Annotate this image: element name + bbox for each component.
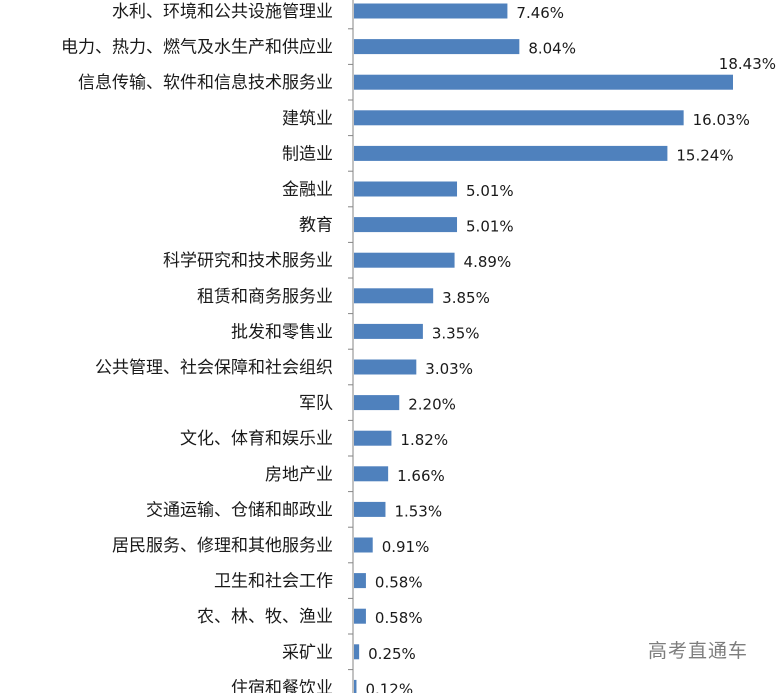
category-label: 建筑业: [282, 109, 333, 129]
category-label: 水利、环境和公共设施管理业: [112, 2, 333, 22]
bar: [354, 644, 360, 660]
bar: [354, 145, 668, 161]
bar: [354, 288, 434, 304]
category-label: 公共管理、社会保障和社会组织: [95, 358, 333, 378]
category-label: 采矿业: [282, 643, 333, 663]
value-label: 1.53%: [394, 502, 442, 520]
value-label: 0.58%: [375, 609, 423, 627]
bar: [354, 501, 386, 517]
bar: [354, 252, 455, 268]
value-label: 3.85%: [442, 289, 490, 307]
bar: [354, 110, 684, 126]
bar: [354, 430, 392, 446]
value-label: 0.58%: [375, 574, 423, 592]
value-label: 0.25%: [368, 645, 416, 663]
category-label: 居民服务、修理和其他服务业: [112, 536, 333, 556]
value-label: 1.66%: [397, 467, 445, 485]
category-label: 卫生和社会工作: [214, 572, 333, 592]
bar: [354, 323, 423, 339]
category-label: 军队: [299, 394, 333, 414]
value-label: 5.01%: [466, 182, 514, 200]
category-label: 农、林、牧、渔业: [197, 607, 333, 627]
watermark-text: 高考直通车: [647, 640, 748, 662]
value-label: 15.24%: [676, 146, 733, 164]
category-label: 电力、热力、燃气及水生产和供应业: [61, 38, 333, 58]
value-label: 18.43%: [719, 55, 776, 73]
value-label: 3.03%: [425, 360, 473, 378]
bar: [354, 217, 458, 233]
bar: [354, 181, 458, 197]
category-label: 住宿和餐饮业: [231, 678, 333, 693]
value-label: 4.89%: [464, 253, 512, 271]
category-label: 房地产业: [265, 465, 333, 485]
value-label: 16.03%: [693, 111, 750, 129]
value-label: 5.01%: [466, 218, 514, 236]
value-label: 8.04%: [528, 40, 576, 58]
bar: [354, 359, 417, 375]
value-label: 0.91%: [382, 538, 430, 556]
category-label: 制造业: [282, 144, 333, 164]
category-label: 文化、体育和娱乐业: [180, 429, 333, 449]
category-label: 金融业: [282, 180, 333, 200]
category-label: 租赁和商务服务业: [197, 287, 333, 307]
category-label: 信息传输、软件和信息技术服务业: [78, 73, 333, 93]
bar: [354, 608, 366, 624]
value-label: 3.35%: [432, 324, 480, 342]
value-label: 1.82%: [400, 431, 448, 449]
bar: [354, 537, 373, 553]
category-label: 科学研究和技术服务业: [163, 251, 333, 271]
bar: [354, 3, 508, 19]
category-label: 交通运输、仓储和邮政业: [146, 500, 333, 520]
bar: [354, 466, 389, 482]
bar: [354, 395, 400, 411]
bar: [354, 74, 733, 90]
value-label: 7.46%: [516, 4, 564, 22]
bar: [354, 573, 366, 589]
category-label: 批发和零售业: [231, 322, 333, 342]
value-label: 2.20%: [408, 396, 456, 414]
bar: [354, 679, 357, 693]
value-label: 0.12%: [365, 680, 413, 693]
bar: [354, 39, 520, 55]
category-label: 教育: [299, 216, 333, 236]
